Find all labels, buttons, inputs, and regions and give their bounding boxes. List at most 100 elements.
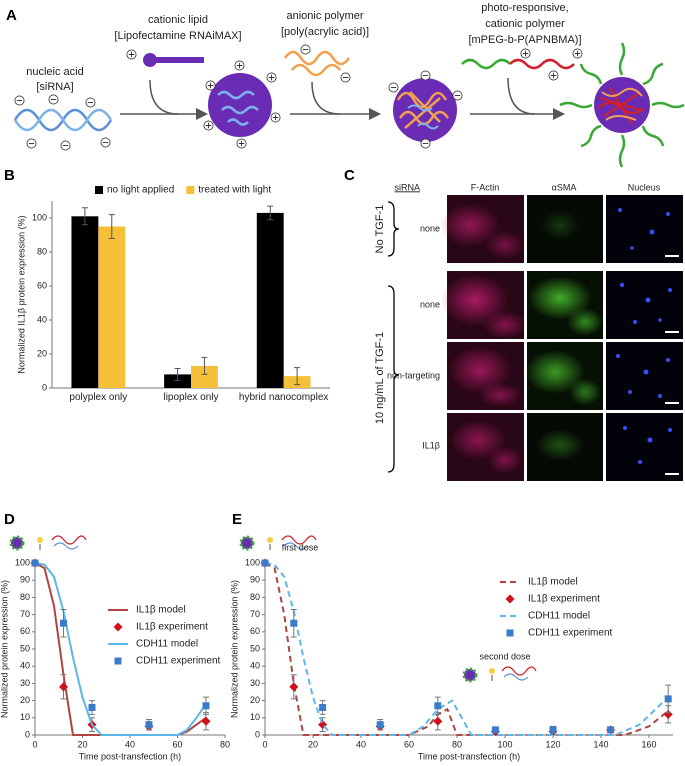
panel-label: D xyxy=(4,511,15,528)
column-header: F-Actin xyxy=(471,182,500,192)
x-axis-title: Time post-transfection (h) xyxy=(418,751,520,761)
y-tick-label: 60 xyxy=(37,280,47,290)
marker xyxy=(59,682,68,692)
x-tick-label: lipoplex only xyxy=(163,392,219,403)
step-text: [mPEG-b-P(APNBMA)] xyxy=(468,34,581,46)
y-tick-label: 40 xyxy=(37,314,47,324)
legend-label: CDH11 model xyxy=(136,639,198,650)
x-tick-label-box: polyplex only xyxy=(69,392,127,403)
column-header: Nucleus xyxy=(628,182,661,192)
marker xyxy=(433,716,443,726)
marker xyxy=(549,726,557,734)
bar xyxy=(98,226,126,388)
helix xyxy=(13,108,113,132)
marker xyxy=(202,702,210,710)
lipid-tail xyxy=(156,57,204,63)
x-tick-label: 0 xyxy=(32,739,37,749)
legend-label: IL1β experiment xyxy=(136,622,208,633)
y-tick-label: 20 xyxy=(250,695,260,705)
y-tick-label: 80 xyxy=(20,592,30,602)
marker xyxy=(663,709,673,719)
x-tick-label-box: lipoplex only xyxy=(163,392,219,403)
dose-icon xyxy=(462,666,537,683)
micrograph-grid xyxy=(440,195,683,481)
error-bar xyxy=(267,205,274,221)
x-tick-label: 40 xyxy=(125,739,135,749)
error-bar xyxy=(174,367,181,381)
y-tick-label: 70 xyxy=(20,609,30,619)
step-text: cationic polymer xyxy=(485,18,565,30)
y-tick-label: 50 xyxy=(250,643,260,653)
marker xyxy=(290,619,298,627)
y-tick-label: 40 xyxy=(20,661,30,671)
x-tick-label: 120 xyxy=(545,739,560,749)
y-axis-title: Normalized protein expression (%) xyxy=(0,580,9,718)
core xyxy=(601,87,643,121)
y-tick-label: 90 xyxy=(20,575,30,585)
y-tick-label: 60 xyxy=(20,626,30,636)
apnbma xyxy=(509,58,575,70)
marker xyxy=(261,559,269,567)
legend-swatch xyxy=(95,186,103,194)
marker xyxy=(319,703,327,711)
legend-label: CDH11 model xyxy=(528,611,590,622)
step-text: photo-responsive, xyxy=(481,2,568,14)
marker xyxy=(491,726,499,734)
x-tick-label-box: hybrid nanocomplex xyxy=(238,392,329,403)
row-label: none xyxy=(420,223,440,233)
error-bar xyxy=(81,207,88,226)
panel-label: B xyxy=(4,167,15,184)
y-tick-label: 30 xyxy=(250,678,260,688)
y-tick-label: 80 xyxy=(250,592,260,602)
line xyxy=(34,562,207,736)
bar xyxy=(191,365,218,388)
x-tick-label: 60 xyxy=(404,739,414,749)
y-tick-label: 20 xyxy=(37,348,47,358)
marker xyxy=(145,721,153,729)
legend-swatch xyxy=(186,186,195,194)
y-axis-title: Normalized IL1β protein expression (%) xyxy=(16,215,26,373)
line xyxy=(34,562,207,736)
y-tick-label: 30 xyxy=(20,678,30,688)
step-text: nucleic acid xyxy=(26,66,83,78)
y-tick-label: 10 xyxy=(20,712,30,722)
group-label: No TGF-1 xyxy=(374,205,386,254)
marker xyxy=(664,695,672,703)
error-bar xyxy=(294,367,301,386)
y-tick-label: 50 xyxy=(20,643,30,653)
marker xyxy=(376,721,384,729)
y-tick-label: 0 xyxy=(255,729,260,739)
marker xyxy=(114,657,122,665)
peg-corona xyxy=(559,42,685,168)
row-label: non-targeting xyxy=(387,370,440,380)
legend-label: IL1β experiment xyxy=(528,594,600,605)
x-tick-label: 80 xyxy=(452,739,462,749)
x-tick-label: 140 xyxy=(593,739,608,749)
arrow xyxy=(507,77,536,115)
marker xyxy=(201,716,211,726)
step-text: anionic polymer xyxy=(286,10,363,22)
x-tick-label: hybrid nanocomplex xyxy=(238,392,329,403)
sirna xyxy=(407,104,439,130)
marker xyxy=(60,619,67,627)
x-tick-label: 80 xyxy=(220,739,230,749)
y-tick-label: 10 xyxy=(250,712,260,722)
row-label: none xyxy=(420,299,440,309)
marker xyxy=(289,682,299,692)
legend-label: CDH11 experiment xyxy=(528,628,613,639)
lipoplex xyxy=(208,73,272,137)
x-tick-label: 160 xyxy=(641,739,656,749)
marker xyxy=(88,703,96,711)
panel-a: A nucleic acid [siRNA] cationic lipid [L… xyxy=(6,2,685,168)
y-tick-label: 40 xyxy=(250,661,260,671)
step-text: [poly(acrylic acid)] xyxy=(281,26,369,38)
column-header: siRNA xyxy=(394,182,420,192)
arrow xyxy=(311,81,341,115)
bar xyxy=(164,374,191,388)
legend-label: no light applied xyxy=(107,185,174,196)
x-tick-label: 20 xyxy=(77,739,87,749)
annotation: first dose xyxy=(282,542,319,552)
y-tick-label: 80 xyxy=(37,246,47,256)
x-tick-label: 40 xyxy=(356,739,366,749)
